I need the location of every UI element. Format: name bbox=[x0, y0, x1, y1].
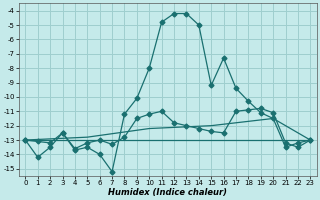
X-axis label: Humidex (Indice chaleur): Humidex (Indice chaleur) bbox=[108, 188, 227, 197]
